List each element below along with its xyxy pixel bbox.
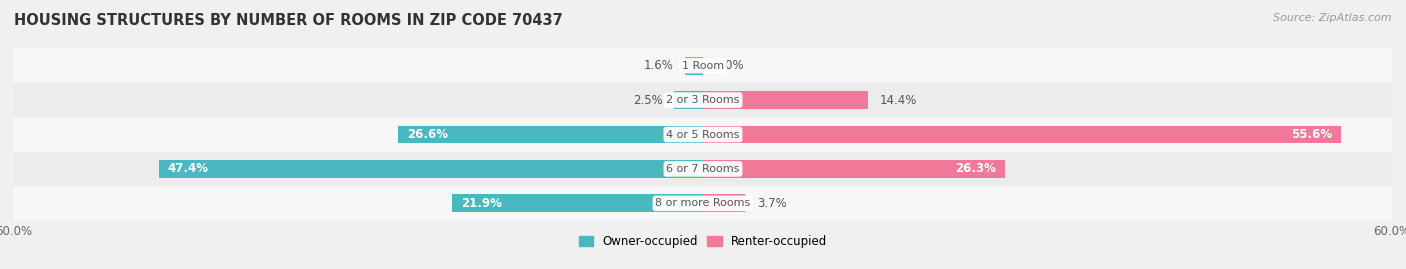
- Text: 0.0%: 0.0%: [714, 59, 744, 72]
- Bar: [14, 48, 1392, 83]
- Bar: [14, 117, 1392, 152]
- Text: 47.4%: 47.4%: [167, 162, 209, 175]
- Bar: [703, 91, 869, 109]
- Text: 2.5%: 2.5%: [633, 94, 662, 107]
- Text: 3.7%: 3.7%: [756, 197, 787, 210]
- Bar: [703, 126, 1341, 143]
- Bar: [685, 57, 703, 75]
- Text: 4 or 5 Rooms: 4 or 5 Rooms: [666, 129, 740, 140]
- Text: 14.4%: 14.4%: [880, 94, 917, 107]
- Text: 21.9%: 21.9%: [461, 197, 502, 210]
- Text: 1.6%: 1.6%: [644, 59, 673, 72]
- Bar: [675, 91, 703, 109]
- Bar: [398, 126, 703, 143]
- Bar: [451, 194, 703, 212]
- Legend: Owner-occupied, Renter-occupied: Owner-occupied, Renter-occupied: [574, 230, 832, 253]
- Text: 6 or 7 Rooms: 6 or 7 Rooms: [666, 164, 740, 174]
- Bar: [14, 152, 1392, 186]
- Bar: [14, 83, 1392, 117]
- Bar: [703, 160, 1005, 178]
- Text: 1 Room: 1 Room: [682, 61, 724, 71]
- Text: 26.6%: 26.6%: [406, 128, 447, 141]
- Text: 55.6%: 55.6%: [1291, 128, 1333, 141]
- Text: Source: ZipAtlas.com: Source: ZipAtlas.com: [1274, 13, 1392, 23]
- Text: HOUSING STRUCTURES BY NUMBER OF ROOMS IN ZIP CODE 70437: HOUSING STRUCTURES BY NUMBER OF ROOMS IN…: [14, 13, 562, 29]
- Text: 26.3%: 26.3%: [955, 162, 995, 175]
- Bar: [703, 194, 745, 212]
- Text: 2 or 3 Rooms: 2 or 3 Rooms: [666, 95, 740, 105]
- Bar: [159, 160, 703, 178]
- Text: 8 or more Rooms: 8 or more Rooms: [655, 198, 751, 208]
- Bar: [14, 186, 1392, 221]
